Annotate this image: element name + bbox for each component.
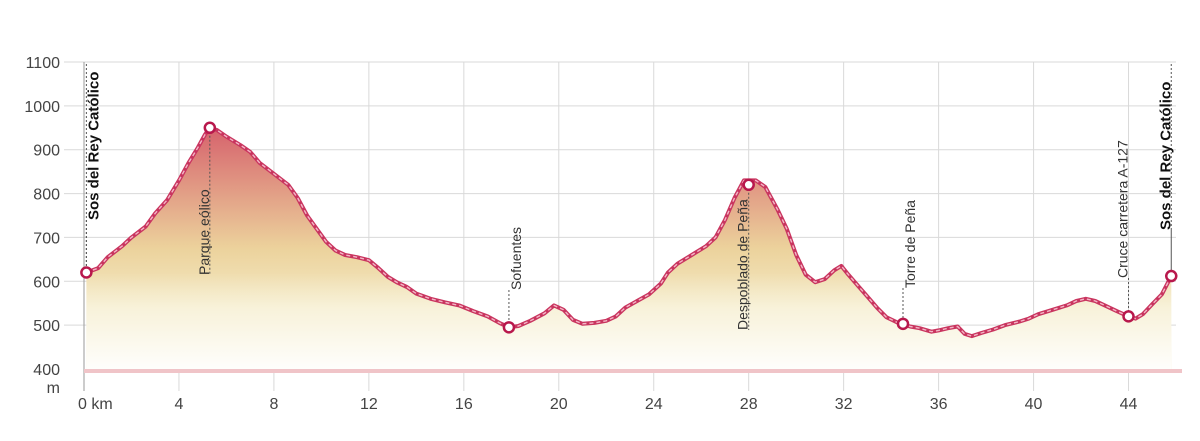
waypoint-marker	[742, 178, 755, 192]
x-tick-label: 16	[455, 396, 473, 413]
y-tick-label: 600	[33, 274, 60, 291]
elevation-line	[85, 125, 1174, 339]
elevation-line-inner	[86, 127, 1172, 337]
waypoint-marker	[1165, 269, 1178, 283]
x-tick-label: 40	[1025, 396, 1043, 413]
elevation-area	[86, 127, 1172, 369]
x-tick-label: 36	[930, 396, 948, 413]
axes: 400 500 600 700 800 900 1000 1100 m 0 km 4 8 12 16 20 2…	[24, 55, 1182, 413]
y-tick-label: 800	[33, 187, 60, 204]
waypoint-label: Parque eólico	[196, 189, 212, 275]
waypoint-label: Sos del Rey Católico	[85, 72, 102, 220]
waypoints: Sos del Rey Católico Parque eólico Sofuent…	[80, 64, 1178, 334]
x-tick-label: 0 km	[78, 396, 113, 413]
waypoint-label: Despoblado de Peña	[735, 199, 751, 330]
y-tick-label: 1100	[26, 55, 61, 72]
elevation-area-fade	[86, 127, 1172, 369]
waypoint-label: Sofuentes	[508, 227, 524, 290]
y-tick-label: 900	[33, 143, 60, 160]
waypoint-marker	[1122, 310, 1135, 323]
y-tick-label: 400	[33, 362, 60, 379]
waypoint-label: Sos del Rey Católico	[1157, 82, 1174, 230]
y-axis-unit: m	[47, 380, 60, 397]
x-tick-label: 32	[835, 396, 853, 413]
waypoint-marker	[896, 317, 910, 331]
x-tick-label: 28	[740, 396, 758, 413]
baseline-band	[84, 369, 1182, 373]
waypoint-marker	[502, 321, 516, 334]
y-tick-label: 500	[33, 318, 60, 335]
waypoint-marker	[80, 266, 93, 279]
waypoint-label: Torre de Peña	[902, 200, 918, 288]
waypoint-marker	[203, 121, 217, 135]
x-tick-label: 8	[269, 396, 278, 413]
waypoint-label: Cruce carretera A-127	[1115, 140, 1131, 278]
x-tick-label: 12	[360, 396, 378, 413]
x-tick-label: 44	[1120, 396, 1138, 413]
y-tick-label: 1000	[24, 99, 60, 116]
x-tick-label: 20	[550, 396, 568, 413]
y-tick-label: 700	[33, 230, 60, 247]
x-tick-label: 24	[645, 396, 663, 413]
x-tick-label: 4	[175, 396, 184, 413]
